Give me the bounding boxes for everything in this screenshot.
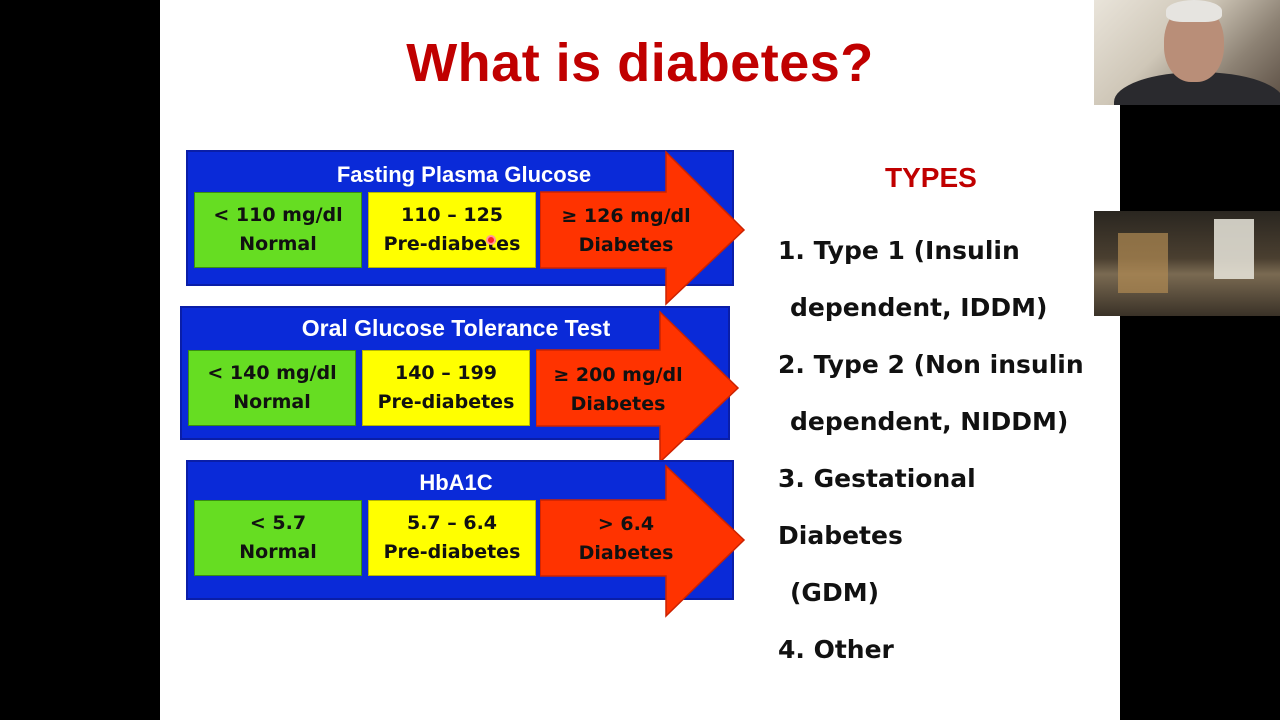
pre-diabetes-cell: 5.7 – 6.4 Pre-diabetes — [368, 500, 536, 576]
diabetes-label: Diabetes — [578, 542, 674, 564]
presentation-slide: What is diabetes? Fasting Plasma Glucose… — [160, 0, 1120, 720]
type-item-line: (GDM) — [790, 578, 880, 607]
ogtt-panel: Oral Glucose Tolerance Test < 140 mg/dl … — [180, 306, 742, 466]
normal-value: < 110 mg/dl — [213, 204, 343, 226]
type-item-3: 3. Gestational Diabetes (GDM) — [778, 450, 1108, 621]
diabetes-value: > 6.4 — [597, 513, 655, 535]
laser-pointer-dot — [486, 235, 496, 245]
type-item-4: 4. Other — [778, 621, 1108, 678]
type-item-line: 2. Type 2 (Non insulin — [778, 350, 1084, 379]
diabetes-arrow — [540, 464, 746, 618]
diabetes-text: ≥ 200 mg/dl Diabetes — [540, 361, 696, 419]
type-item-line: 3. Gestational Diabetes — [778, 464, 976, 550]
pre-diabetes-label: Pre-diabetes — [383, 541, 521, 563]
normal-cell: < 5.7 Normal — [194, 500, 362, 576]
normal-value: < 140 mg/dl — [207, 362, 337, 384]
normal-cell: < 140 mg/dl Normal — [188, 350, 356, 426]
type-item-line: dependent, IDDM) — [790, 293, 1048, 322]
presenter-hair — [1166, 0, 1222, 22]
normal-value: < 5.7 — [249, 512, 307, 534]
type-item-line: 1. Type 1 (Insulin — [778, 236, 1020, 265]
normal-cell: < 110 mg/dl Normal — [194, 192, 362, 268]
pre-diabetes-label: Pre-diabetes — [383, 233, 521, 255]
types-list: 1. Type 1 (Insulin dependent, IDDM) 2. T… — [778, 222, 1108, 678]
slide-title: What is diabetes? — [406, 33, 874, 93]
participant-video-feed[interactable] — [1094, 211, 1280, 316]
type-item-1: 1. Type 1 (Insulin dependent, IDDM) — [778, 222, 1108, 336]
diabetes-value: ≥ 200 mg/dl — [553, 364, 683, 386]
pre-diabetes-label: Pre-diabetes — [377, 391, 515, 413]
normal-label: Normal — [239, 541, 317, 563]
pre-diabetes-cell: 110 – 125 Pre-diabetes — [368, 192, 536, 268]
types-heading: TYPES — [885, 162, 977, 193]
normal-label: Normal — [233, 391, 311, 413]
fasting-plasma-glucose-panel: Fasting Plasma Glucose < 110 mg/dl Norma… — [186, 150, 746, 310]
diabetes-text: > 6.4 Diabetes — [546, 510, 706, 568]
pre-diabetes-value: 110 – 125 — [400, 204, 504, 226]
panel-title: Fasting Plasma Glucose — [336, 162, 592, 187]
pre-diabetes-cell: 140 – 199 Pre-diabetes — [362, 350, 530, 426]
diabetes-arrow — [540, 150, 746, 306]
room-curtain — [1118, 233, 1168, 293]
room-window — [1214, 219, 1254, 279]
pre-diabetes-value: 140 – 199 — [394, 362, 498, 384]
type-item-2: 2. Type 2 (Non insulin dependent, NIDDM) — [778, 336, 1108, 450]
diabetes-label: Diabetes — [570, 393, 666, 415]
panel-title: HbA1C — [419, 470, 493, 495]
type-item-line: 4. Other — [778, 635, 894, 664]
panel-title: Oral Glucose Tolerance Test — [301, 315, 611, 341]
diabetes-arrow — [536, 310, 740, 464]
normal-label: Normal — [239, 233, 317, 255]
hba1c-panel: HbA1C < 5.7 Normal 5.7 – 6.4 Pre-diabete… — [186, 460, 746, 620]
type-item-line: dependent, NIDDM) — [790, 407, 1069, 436]
diabetes-value: ≥ 126 mg/dl — [561, 205, 691, 227]
diabetes-text: ≥ 126 mg/dl Diabetes — [546, 202, 706, 260]
diabetes-label: Diabetes — [578, 234, 674, 256]
pre-diabetes-value: 5.7 – 6.4 — [406, 512, 498, 534]
presenter-video-feed[interactable] — [1094, 0, 1280, 105]
